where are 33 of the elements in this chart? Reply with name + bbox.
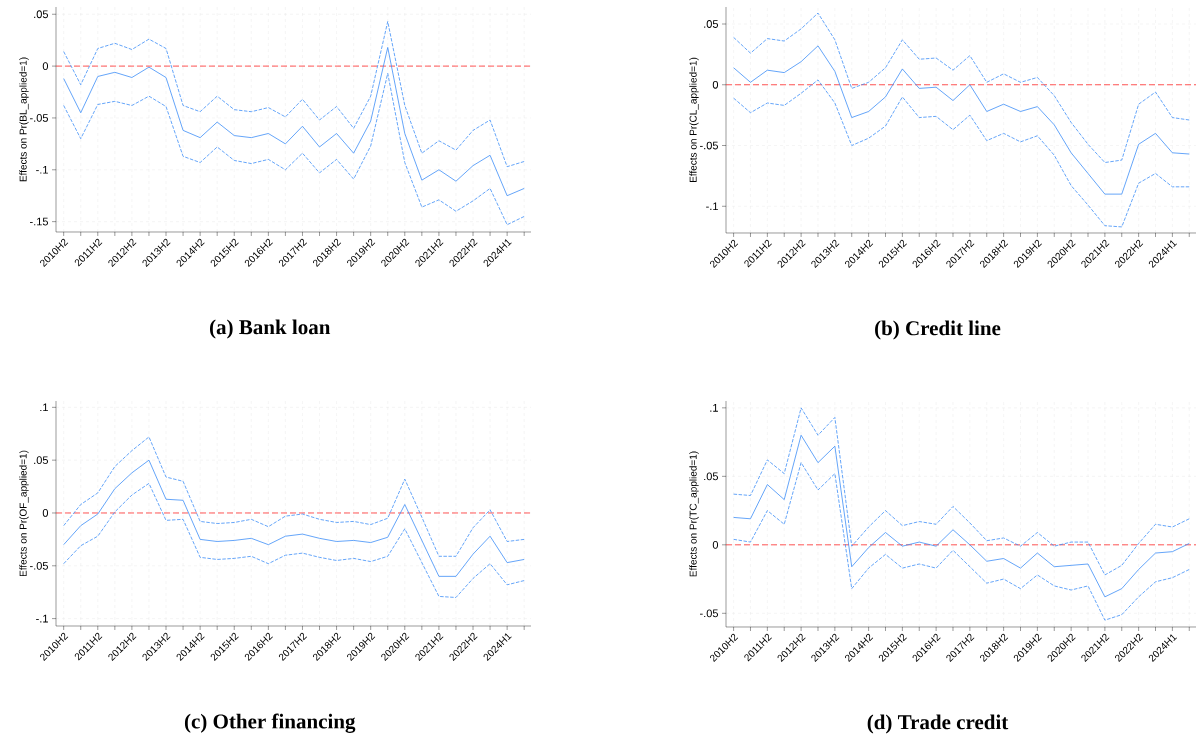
y-tick-label: 0 — [42, 509, 49, 517]
y-axis-title: Effects on Pr(BL_applied=1) — [19, 57, 29, 182]
y-tick-label: -.05 — [30, 561, 48, 570]
line-series — [63, 47, 525, 197]
y-tick-label: .1 — [40, 403, 48, 412]
text: (a) Bank loan — [210, 319, 331, 339]
line-series — [733, 45, 1190, 195]
y-axis-title: Effects on Pr(TC_applied=1) — [689, 451, 699, 577]
text: (b) Credit line — [875, 320, 1001, 340]
y-tick-label: -.15 — [30, 217, 48, 226]
y-tick-label: 0 — [42, 62, 49, 70]
y-axis-title: Effects on Pr(OF_applied=1) — [19, 450, 29, 577]
y-tick-label: 0 — [712, 80, 719, 89]
line-series — [63, 72, 525, 226]
y-tick-label: .05 — [34, 456, 48, 465]
text: (d) Trade credit — [867, 714, 1009, 734]
y-tick-label: -.1 — [706, 202, 718, 211]
y-tick-label: .05 — [704, 20, 718, 28]
y-tick-label: -.05 — [700, 609, 719, 618]
y-tick-label: -.05 — [30, 114, 48, 122]
line-series — [733, 12, 1190, 163]
y-tick-label: .05 — [34, 10, 48, 19]
line-series — [63, 436, 525, 557]
y-axis-title: Effects on Pr(CL_applied=1) — [689, 57, 699, 183]
line-series — [63, 21, 525, 168]
y-tick-label: -.1 — [36, 166, 48, 174]
text: (c) Other financing — [184, 713, 356, 733]
line-series — [733, 79, 1190, 228]
y-tick-label: .05 — [704, 472, 718, 481]
y-tick-label: -.1 — [36, 614, 48, 623]
y-tick-label: -.05 — [700, 141, 719, 150]
y-tick-label: .1 — [710, 404, 718, 412]
y-tick-label: 0 — [712, 540, 719, 549]
